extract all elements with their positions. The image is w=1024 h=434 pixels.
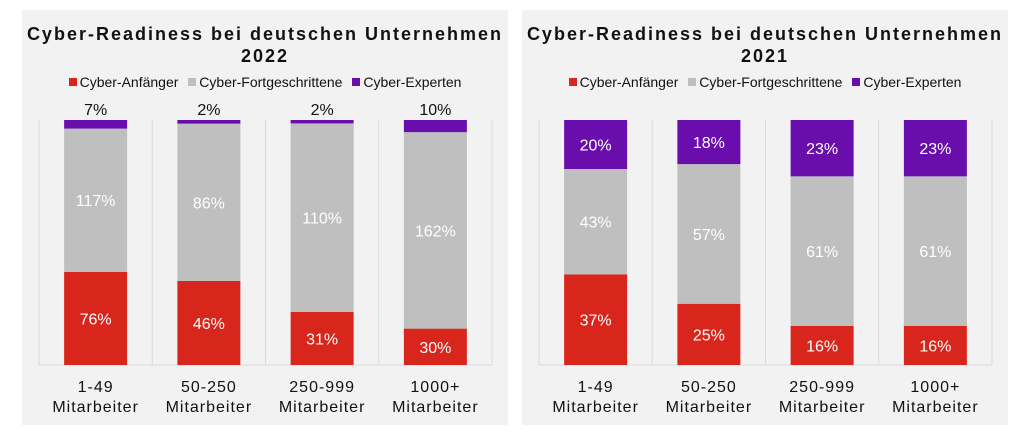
category-label: 50-250	[681, 379, 737, 396]
legend-fortgeschrittene: Cyber-Fortgeschrittene	[688, 74, 842, 90]
legend: Cyber-Anfänger Cyber-Fortgeschrittene Cy…	[522, 74, 1008, 90]
data-label-fortgeschrittene: 86%	[193, 195, 225, 212]
bar-anfaenger	[290, 311, 354, 365]
bar-anfaenger	[64, 271, 128, 365]
bar-fortgeschrittene	[903, 176, 967, 326]
category-label: Mitarbeiter	[779, 399, 866, 416]
data-label-experten: 2%	[197, 102, 220, 119]
data-label-anfaenger: 16%	[806, 338, 838, 355]
data-label-experten: 7%	[84, 102, 107, 119]
data-label-experten: 18%	[693, 135, 725, 152]
bar-fortgeschrittene	[290, 123, 354, 312]
data-label-anfaenger: 31%	[306, 331, 338, 348]
bar-experten	[403, 120, 467, 133]
bar-experten	[790, 120, 854, 177]
category-label: Mitarbeiter	[892, 399, 979, 416]
data-label-experten: 10%	[419, 102, 451, 119]
legend-experten: Cyber-Experten	[352, 74, 461, 90]
plot-area: 76% 117% 7% 1-49 Mitarbeiter 46% 86% 2% 50-250 Mi…	[38, 102, 493, 416]
category-label: Mitarbeiter	[166, 399, 253, 416]
category-label: 1000+	[410, 379, 460, 396]
bar-fortgeschrittene	[677, 164, 741, 304]
data-label-anfaenger: 76%	[80, 311, 112, 328]
data-label-anfaenger: 46%	[193, 316, 225, 333]
chart-2021: Cyber-Readiness bei deutschen Unternehme…	[522, 10, 1008, 425]
bar-anfaenger	[677, 303, 741, 365]
chart-2022: Cyber-Readiness bei deutschen Unternehme…	[22, 10, 508, 425]
data-label-anfaenger: 25%	[693, 327, 725, 344]
category-label: 1-49	[78, 379, 114, 396]
chart-title: Cyber-Readiness bei deutschen Unternehme…	[26, 24, 504, 66]
bar-fortgeschrittene	[564, 169, 628, 275]
bar-anfaenger	[790, 325, 854, 365]
data-label-fortgeschrittene: 43%	[580, 215, 612, 232]
category-label: 1000+	[910, 379, 960, 396]
data-label-fortgeschrittene: 61%	[919, 244, 951, 261]
bar-experten	[177, 120, 241, 124]
data-label-experten: 2%	[311, 102, 334, 119]
plot-area: 37% 43% 20% 1-49 Mitarbeiter 25% 57% 18% 50-250 M…	[538, 120, 993, 416]
legend-experten: Cyber-Experten	[852, 74, 961, 90]
category-label: Mitarbeiter	[552, 399, 639, 416]
data-label-experten: 23%	[919, 141, 951, 158]
chart-title: Cyber-Readiness bei deutschen Unternehme…	[526, 24, 1004, 66]
data-label-fortgeschrittene: 117%	[76, 193, 116, 210]
data-label-experten: 20%	[580, 138, 612, 155]
category-label: Mitarbeiter	[279, 399, 366, 416]
category-label: 1-49	[578, 379, 614, 396]
data-label-anfaenger: 16%	[919, 338, 951, 355]
legend-fortgeschrittene: Cyber-Fortgeschrittene	[188, 74, 342, 90]
data-label-fortgeschrittene: 110%	[302, 211, 342, 228]
data-label-anfaenger: 30%	[419, 340, 451, 357]
bar-fortgeschrittene	[177, 123, 241, 281]
legend: Cyber-Anfänger Cyber-Fortgeschrittene Cy…	[22, 74, 508, 90]
bar-fortgeschrittene	[790, 176, 854, 326]
bar-experten	[677, 120, 741, 165]
data-label-fortgeschrittene: 61%	[806, 244, 838, 261]
legend-anfaenger: Cyber-Anfänger	[68, 74, 178, 90]
bar-experten	[903, 120, 967, 177]
category-label: 250-999	[289, 379, 355, 396]
bar-experten	[64, 120, 128, 129]
bar-experten	[290, 120, 354, 124]
data-label-fortgeschrittene: 57%	[693, 227, 725, 244]
category-label: 250-999	[789, 379, 855, 396]
data-label-fortgeschrittene: 162%	[415, 223, 456, 240]
legend-anfaenger: Cyber-Anfänger	[568, 74, 678, 90]
bar-fortgeschrittene	[403, 132, 467, 329]
bar-anfaenger	[564, 274, 628, 365]
bar-anfaenger	[903, 325, 967, 365]
data-label-anfaenger: 37%	[580, 313, 612, 330]
data-label-experten: 23%	[806, 141, 838, 158]
bar-experten	[564, 120, 628, 169]
bar-anfaenger	[177, 280, 241, 365]
category-label: Mitarbeiter	[52, 399, 139, 416]
category-label: Mitarbeiter	[392, 399, 479, 416]
bar-anfaenger	[403, 328, 467, 365]
bar-fortgeschrittene	[64, 128, 128, 272]
category-label: Mitarbeiter	[666, 399, 753, 416]
category-label: 50-250	[181, 379, 237, 396]
